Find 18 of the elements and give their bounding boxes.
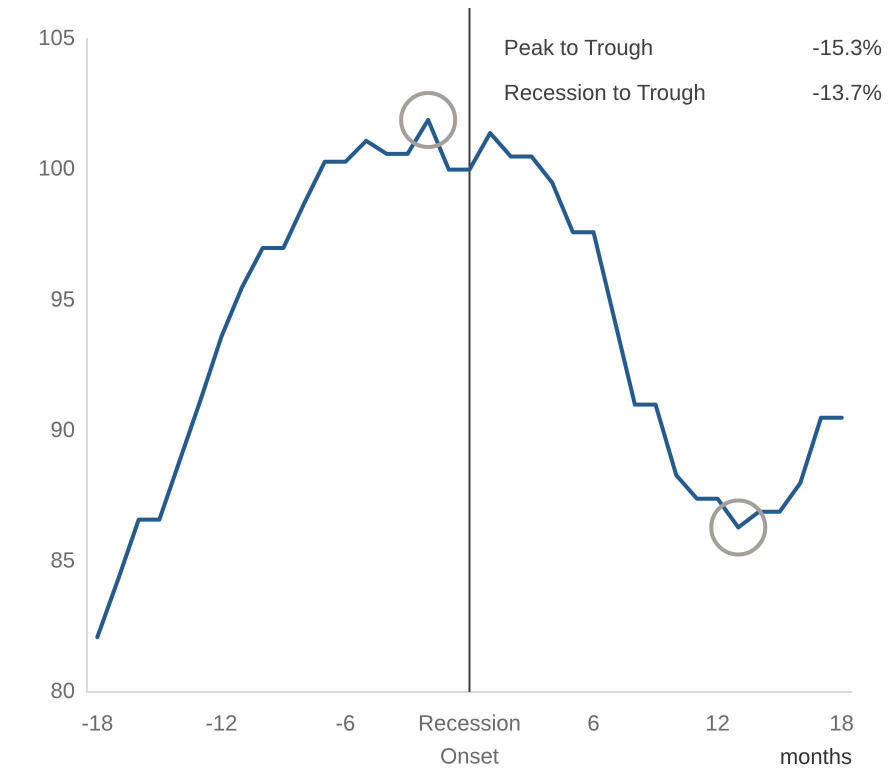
y-tick-label: 95 [50,286,75,312]
x-tick-label: 18 [829,710,854,736]
x-tick-label: -6 [336,710,356,736]
x-tick-label: 12 [705,710,730,736]
x-tick-label: -18 [81,710,114,736]
annotation: -13.7% [812,80,882,106]
x-tick-label: -12 [205,710,238,736]
x-tick-label: Recession Onset [418,710,521,769]
x-tick-label: 6 [587,710,600,736]
y-tick-label: 105 [38,25,75,50]
y-tick-label: 85 [50,547,75,572]
y-tick-label: 80 [50,678,75,704]
y-tick-label: 100 [38,156,75,181]
annotation: -15.3% [812,35,882,60]
annotation: Peak to Trough [504,35,654,60]
y-tick-label: 90 [50,416,75,442]
x-axis-title: months [780,744,852,769]
annotation: Recession to Trough [504,80,706,106]
